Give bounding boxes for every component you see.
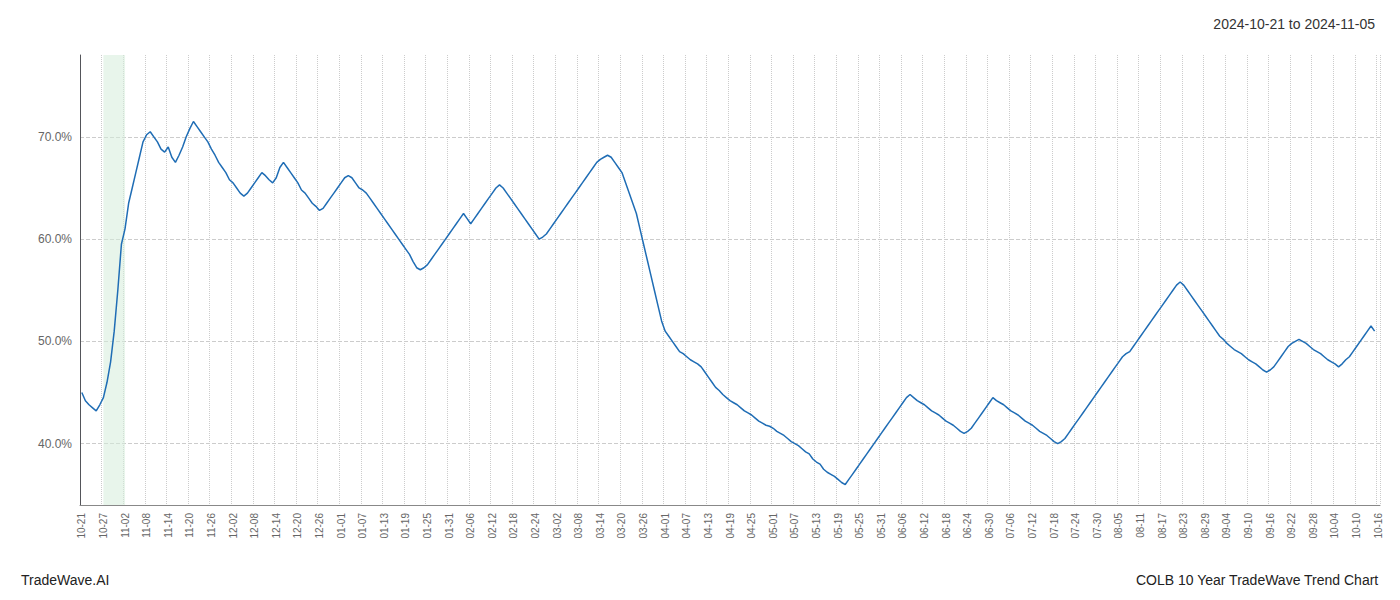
svg-text:09-10: 09-10: [1243, 513, 1254, 539]
svg-text:09-28: 09-28: [1308, 513, 1319, 539]
svg-text:03-02: 03-02: [552, 513, 563, 539]
svg-text:01-13: 01-13: [379, 513, 390, 539]
svg-text:04-07: 04-07: [681, 513, 692, 539]
svg-text:11-14: 11-14: [163, 513, 174, 538]
svg-text:05-07: 05-07: [789, 513, 800, 539]
svg-text:05-25: 05-25: [854, 513, 865, 539]
svg-text:04-01: 04-01: [660, 513, 671, 539]
svg-text:02-18: 02-18: [508, 513, 519, 539]
svg-text:08-23: 08-23: [1178, 513, 1189, 539]
svg-text:10-27: 10-27: [98, 513, 109, 539]
svg-text:COLB 10 Year TradeWave Trend C: COLB 10 Year TradeWave Trend Chart: [1136, 572, 1378, 588]
svg-text:12-14: 12-14: [271, 513, 282, 539]
svg-text:01-01: 01-01: [336, 513, 347, 539]
svg-text:12-20: 12-20: [292, 513, 303, 539]
svg-text:05-19: 05-19: [833, 513, 844, 539]
svg-text:07-30: 07-30: [1092, 513, 1103, 539]
svg-text:09-16: 09-16: [1265, 513, 1276, 539]
svg-text:05-31: 05-31: [876, 513, 887, 539]
svg-text:02-06: 02-06: [465, 513, 476, 539]
svg-text:40.0%: 40.0%: [38, 437, 72, 451]
svg-text:03-26: 03-26: [638, 513, 649, 539]
svg-text:10-16: 10-16: [1373, 513, 1384, 539]
svg-text:03-08: 03-08: [573, 513, 584, 539]
svg-text:11-26: 11-26: [206, 513, 217, 538]
svg-text:12-02: 12-02: [228, 513, 239, 539]
svg-text:07-24: 07-24: [1070, 513, 1081, 539]
svg-text:07-18: 07-18: [1049, 513, 1060, 539]
svg-text:02-24: 02-24: [530, 513, 541, 539]
svg-text:11-08: 11-08: [141, 513, 152, 538]
svg-text:03-14: 03-14: [595, 513, 606, 539]
svg-text:09-22: 09-22: [1286, 513, 1297, 539]
svg-text:01-31: 01-31: [444, 513, 455, 539]
svg-text:12-08: 12-08: [249, 513, 260, 539]
svg-text:01-25: 01-25: [422, 513, 433, 539]
svg-text:08-17: 08-17: [1157, 513, 1168, 539]
svg-text:60.0%: 60.0%: [38, 232, 72, 246]
svg-text:04-25: 04-25: [746, 513, 757, 539]
svg-text:10-04: 10-04: [1329, 513, 1340, 539]
svg-text:08-11: 08-11: [1135, 513, 1146, 538]
svg-text:02-12: 02-12: [487, 513, 498, 539]
svg-text:11-02: 11-02: [120, 513, 131, 538]
svg-text:06-06: 06-06: [897, 513, 908, 539]
svg-text:06-24: 06-24: [962, 513, 973, 539]
svg-text:01-07: 01-07: [357, 513, 368, 539]
svg-text:70.0%: 70.0%: [38, 130, 72, 144]
svg-text:TradeWave.AI: TradeWave.AI: [21, 572, 109, 588]
svg-text:50.0%: 50.0%: [38, 334, 72, 348]
svg-text:12-26: 12-26: [314, 513, 325, 539]
svg-text:04-19: 04-19: [725, 513, 736, 539]
svg-text:11-20: 11-20: [184, 513, 195, 538]
svg-text:06-30: 06-30: [984, 513, 995, 539]
svg-text:2024-10-21 to 2024-11-05: 2024-10-21 to 2024-11-05: [1213, 16, 1375, 32]
svg-text:10-10: 10-10: [1351, 513, 1362, 539]
svg-text:01-19: 01-19: [400, 513, 411, 539]
svg-text:10-21: 10-21: [76, 513, 87, 539]
svg-text:05-01: 05-01: [768, 513, 779, 539]
svg-text:08-29: 08-29: [1200, 513, 1211, 539]
svg-text:07-06: 07-06: [1005, 513, 1016, 539]
svg-text:09-04: 09-04: [1221, 513, 1232, 539]
svg-text:03-20: 03-20: [616, 513, 627, 539]
svg-text:04-13: 04-13: [703, 513, 714, 539]
svg-text:06-18: 06-18: [941, 513, 952, 539]
svg-text:08-05: 08-05: [1113, 513, 1124, 539]
svg-text:06-12: 06-12: [919, 513, 930, 539]
svg-text:05-13: 05-13: [811, 513, 822, 539]
svg-text:07-12: 07-12: [1027, 513, 1038, 539]
